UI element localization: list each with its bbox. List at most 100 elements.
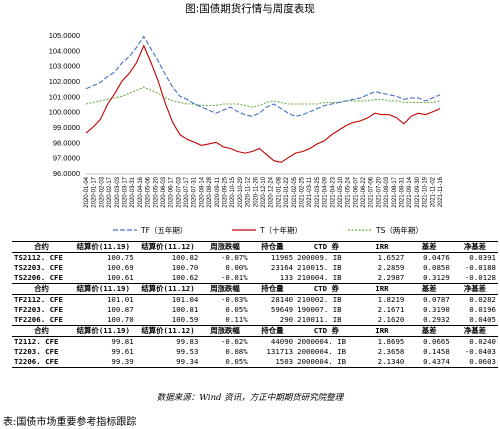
x-tick-label: 2020-06-03: [161, 176, 167, 207]
x-tick-label: 2020-07-17: [184, 176, 190, 207]
table-cell: 0.0196: [469, 305, 496, 315]
table-cell: 0.0476: [423, 253, 450, 263]
figure-title: 图:国债期货行情与周度表现: [185, 3, 315, 15]
table-cell: 99.34: [135, 357, 201, 368]
table-cell: 100.75: [106, 253, 134, 263]
x-tick-label: 2020-08-14: [199, 176, 205, 207]
x-tick-label: 2020-11-12: [246, 176, 252, 207]
column-header: 周涨跌幅: [200, 241, 250, 253]
table-cell: 0.0282: [469, 295, 496, 305]
y-tick-label: 98.0000: [53, 138, 80, 147]
y-tick-label: 105.0000: [49, 31, 80, 40]
x-tick-label: 2021-09-30: [415, 176, 421, 207]
x-tick-label: 2021-07-06: [369, 176, 375, 207]
x-tick-label: 2020-04-16: [138, 176, 144, 207]
table-cell: 0.4374: [406, 357, 452, 368]
x-tick-label: 2021-11-02: [430, 176, 436, 207]
column-header: 结算价(11.19): [70, 283, 136, 295]
x-tick-label: 2021-06-07: [353, 176, 359, 207]
table-cell: 210011. IB: [295, 315, 358, 326]
x-tick-label: 2021-04-23: [330, 176, 336, 207]
x-tick-label: 2020-03-17: [122, 176, 128, 207]
table-cell: 2.2859: [377, 263, 405, 273]
x-tick-label: 2021-01-08: [276, 176, 282, 207]
column-header: CTD 券: [295, 283, 358, 295]
column-header: 基差: [406, 241, 452, 253]
x-tick-label: 2020-02-03: [99, 176, 105, 207]
table-cell: TS2112. CFE: [14, 253, 63, 263]
x-tick-label: 2020-12-24: [269, 176, 275, 207]
column-header: CTD 券: [295, 325, 358, 337]
y-tick-label: 96.0000: [53, 169, 80, 178]
table-cell: 190007. IB: [297, 305, 342, 315]
x-tick-label: 2020-03-31: [130, 176, 136, 207]
x-tick-label: 2020-09-25: [223, 176, 229, 207]
table-cell: -0.03%: [220, 295, 248, 305]
x-tick-label: 2021-10-19: [423, 176, 429, 207]
y-tick-label: 101.0000: [49, 92, 80, 101]
table-cell: 0.0391: [469, 253, 496, 263]
table-cell: 0.00%: [225, 263, 248, 273]
table-cell: 0.0240: [469, 337, 496, 347]
table-cell: 0.11%: [200, 315, 250, 326]
x-tick-label: 2021-03-25: [315, 176, 321, 207]
table-cell: 11965: [270, 253, 294, 263]
x-tick-label: 2020-10-15: [230, 176, 236, 207]
table-cell: 131713: [266, 347, 294, 357]
table-cell: 100.69: [106, 263, 134, 273]
y-tick-label: 100.0000: [49, 108, 80, 117]
table-caption: 表:国债市场重要参考指标跟踪: [3, 417, 137, 428]
column-header: 结算价(11.12): [135, 283, 201, 295]
table-cell: -0.0188: [464, 263, 496, 273]
table-cell: 99.81: [111, 337, 134, 347]
x-axis: 2020-01-04 2020-01-17 2020-02-03 2020-02-17…: [84, 173, 444, 208]
table-cell: 99.39: [70, 357, 136, 368]
column-header: 净基差: [451, 241, 498, 253]
table-cell: 0.0787: [423, 295, 450, 305]
table-row: T2203. CFE 99.61 99.53 0.08% 131713 2000004. …: [12, 347, 498, 357]
table-row: TF2112. CFE 101.01 101.04 -0.03% 28140 210002…: [12, 295, 498, 306]
x-tick-label: 2020-10-29: [238, 176, 244, 207]
table-header-row: 合约 结算价(11.19) 结算价(11.12) 周涨跌幅 持仓量 CTD 券 IRR 基差净…: [12, 325, 498, 337]
column-header: 周涨跌幅: [200, 283, 250, 295]
table-row: TF2203. CFE 100.87 100.81 0.05% 59649 190007.…: [12, 305, 498, 315]
table-cell: 2.2987: [357, 273, 407, 284]
table-cell: 0.3129: [406, 273, 452, 284]
column-header: 周涨跌幅: [200, 325, 250, 337]
column-header: 基差: [406, 283, 452, 295]
table-cell: 59649: [270, 305, 294, 315]
x-tick-label: 2020-05-20: [153, 176, 159, 207]
x-tick-label: 2021-11-16: [438, 176, 444, 207]
column-header: 持仓量: [249, 325, 296, 337]
table-cell: 2000004. IB: [297, 337, 347, 347]
x-tick-label: 2020-08-28: [207, 176, 213, 207]
table-cell: 99.83: [176, 337, 199, 347]
x-tick-label: 2021-07-20: [376, 176, 382, 207]
column-header: 基差: [406, 325, 452, 337]
table-cell: 99.53: [176, 347, 199, 357]
x-tick-label: 2021-04-09: [323, 176, 329, 207]
table-cell: 2000004. IB: [295, 357, 358, 368]
table-cell: 100.62: [135, 273, 201, 284]
table-row: TF2206. CFE 100.70 100.59 0.11% 290 210011. I…: [12, 315, 498, 326]
bond-futures-table: 合约 结算价(11.19) 结算价(11.12) 周涨跌幅 持仓量 CTD 券 IRR 基差净…: [12, 241, 498, 368]
table-cell: 0.08%: [225, 347, 248, 357]
column-header: 合约: [12, 241, 71, 253]
table-cell: 133: [249, 273, 296, 284]
x-tick-label: 2021-08-17: [392, 176, 398, 207]
x-tick-label: 2021-09-14: [407, 176, 413, 207]
table-cell: 1.8219: [377, 295, 405, 305]
y-tick-label: 104.0000: [49, 46, 80, 55]
table-cell: 1503: [249, 357, 296, 368]
table-cell: 101.01: [106, 295, 134, 305]
x-tick-label: 2020-06-17: [169, 176, 175, 207]
column-header: 持仓量: [249, 283, 296, 295]
legend-label: TS（两年期）: [375, 225, 423, 235]
column-header: 持仓量: [249, 241, 296, 253]
column-header: 结算价(11.12): [135, 325, 201, 337]
column-header: CTD 券: [295, 241, 358, 253]
table-cell: 0.0405: [451, 315, 498, 326]
table-cell: 0.0850: [423, 263, 450, 273]
table-cell: -0.07%: [220, 253, 248, 263]
table-cell: 2.1671: [377, 305, 405, 315]
